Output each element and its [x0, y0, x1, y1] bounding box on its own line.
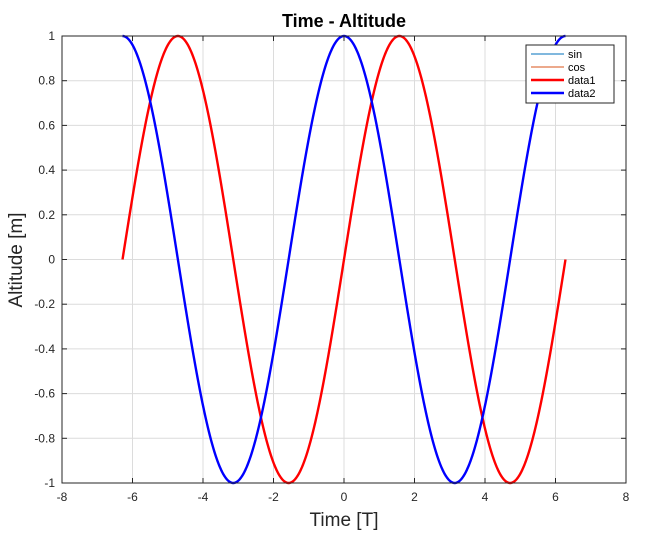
x-tick-label: -4 — [198, 490, 209, 504]
y-tick-label: -0.6 — [34, 387, 55, 401]
x-tick-label: 6 — [552, 490, 559, 504]
legend-label-data2: data2 — [568, 88, 596, 100]
series-line-data1 — [121, 34, 567, 485]
y-tick-label: -0.4 — [34, 342, 55, 356]
x-tick-label: 0 — [341, 490, 348, 504]
x-tick-label: -8 — [57, 490, 68, 504]
x-tick-label: 2 — [411, 490, 418, 504]
y-tick-label: -0.2 — [34, 297, 55, 311]
y-axis-label: Altitude [m] — [6, 212, 27, 307]
grid — [61, 35, 627, 484]
x-tick-label: 8 — [623, 490, 630, 504]
x-tick-label: 4 — [482, 490, 489, 504]
y-tick-label: 1 — [48, 29, 55, 43]
y-tick-label: -0.8 — [34, 431, 55, 445]
x-tick-label: -2 — [268, 490, 279, 504]
chart-title: Time - Altitude — [282, 11, 406, 31]
tick-marks — [61, 35, 627, 484]
x-axis-label: Time [T] — [310, 510, 379, 531]
y-tick-label: 0 — [48, 253, 55, 267]
legend-label-cos: cos — [568, 62, 586, 74]
tick-labels: -8 -6 -4 -2 0 2 4 6 8 -1 -0.8 -0.6 -0.4 -0.2 0 0.2 0.4 0.… — [34, 29, 629, 504]
legend-label-data1: data1 — [568, 75, 596, 87]
y-tick-label: 0.2 — [38, 208, 55, 222]
y-tick-label: -1 — [44, 476, 55, 490]
y-tick-label: 0.4 — [38, 163, 55, 177]
y-tick-label: 0.8 — [38, 74, 55, 88]
y-tick-label: 0.6 — [38, 118, 55, 132]
x-tick-label: -6 — [127, 490, 138, 504]
legend-label-sin: sin — [568, 49, 582, 61]
